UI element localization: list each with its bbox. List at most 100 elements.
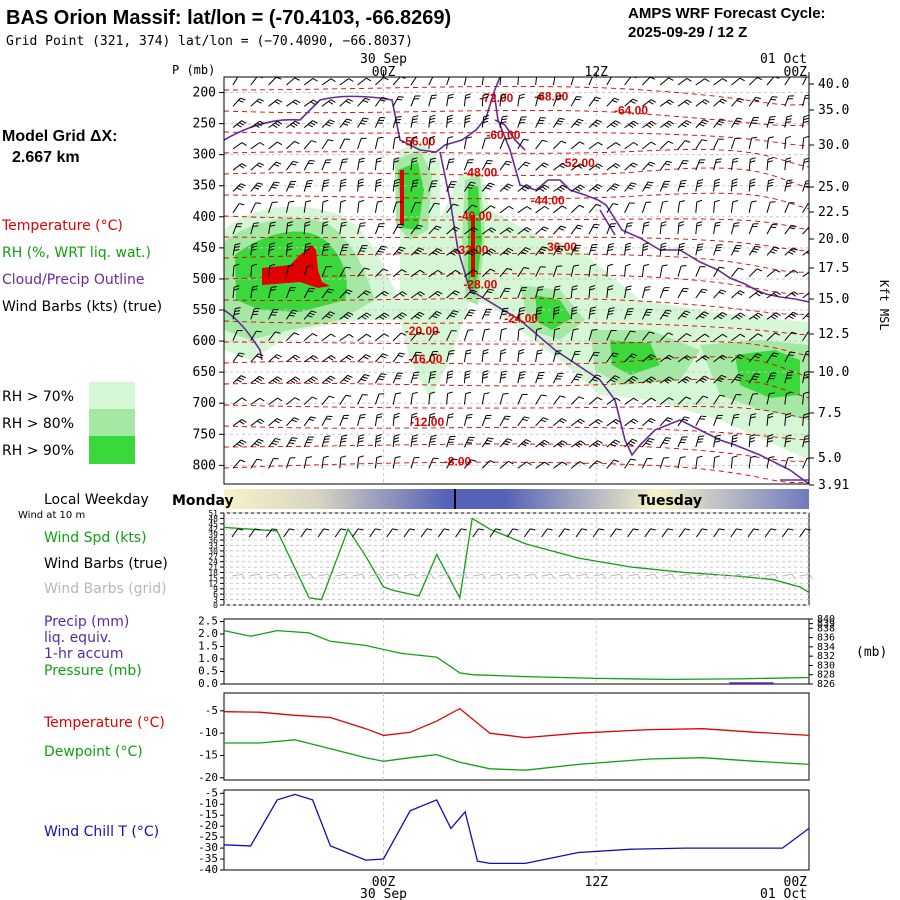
- panel2-tick-5: 2.5: [198, 615, 218, 628]
- panel4-tick-1: -10: [198, 797, 218, 810]
- wind-barb: [748, 373, 761, 384]
- kft-tick-2: 30.0: [818, 138, 849, 153]
- kft-tick-0: 40.0: [818, 77, 849, 92]
- wind-barb: [392, 246, 406, 256]
- wind-barb: [250, 418, 265, 427]
- wind-barb: [766, 412, 774, 426]
- wind-barb: [374, 96, 388, 107]
- wind-barb: [232, 223, 243, 235]
- wind-barb: [535, 286, 544, 299]
- wind-barb: [481, 288, 494, 299]
- isotherm-12: [224, 340, 809, 357]
- wind-barb: [677, 355, 692, 363]
- wind-barb: [659, 221, 667, 235]
- surface-wind-barb-true: [351, 528, 364, 538]
- isotherm-17: [224, 443, 809, 462]
- wind-barb: [766, 456, 775, 469]
- wind-barb: [624, 308, 634, 320]
- wind-barb: [642, 354, 656, 363]
- wind-barb: [517, 327, 525, 341]
- wind-barb: [766, 332, 781, 341]
- surface-wind-barb-grid: [249, 573, 263, 580]
- wind-barb: [784, 331, 798, 341]
- wind-barb: [268, 161, 282, 171]
- precip-liq-label: liq. equiv.: [44, 630, 111, 646]
- wind-barb: [659, 120, 674, 129]
- wind-barb: [428, 457, 439, 469]
- wind-barb: [517, 247, 531, 256]
- wind-barb: [428, 435, 437, 448]
- wind-barb: [428, 370, 437, 384]
- temperature-label-8: -40.00: [458, 209, 492, 223]
- wind-barb: [588, 96, 601, 107]
- wind-barb: [463, 329, 474, 341]
- wind-barb: [499, 77, 502, 86]
- wind-barb: [250, 330, 262, 341]
- wind-barb: [553, 418, 567, 427]
- wind-barb: [570, 306, 578, 320]
- wind-barb: [535, 117, 546, 128]
- wind-barb: [713, 414, 723, 426]
- wind-barb: [641, 286, 651, 299]
- wind-barb: [339, 455, 347, 469]
- wind-barb: [339, 289, 353, 299]
- surface-wind-barb-true: [403, 528, 416, 538]
- wind-barb: [748, 77, 763, 86]
- wind-barb: [286, 120, 301, 129]
- surface-wind-barb-true: [558, 528, 570, 538]
- surface-wind-barb-grid: [524, 573, 538, 580]
- temperature-label-9: -36.00: [543, 240, 577, 254]
- wind-barb: [552, 77, 556, 86]
- panel4-tick-3: -20: [198, 819, 218, 832]
- wind-barb: [535, 246, 548, 256]
- panel1-tick-12: 36: [208, 536, 218, 545]
- wind-barb: [659, 140, 674, 150]
- wind-barb: [410, 224, 423, 235]
- wind-barb: [357, 200, 365, 213]
- temp2-label: Temperature (°C): [43, 715, 165, 731]
- wind-barb: [570, 163, 585, 171]
- wind-barb: [375, 290, 390, 299]
- surface-wind-barb-true: [781, 528, 794, 538]
- wind-barb: [268, 99, 283, 107]
- wind-barb: [748, 245, 761, 256]
- panel3-series-1: [224, 739, 810, 771]
- wind-barb: [232, 285, 240, 299]
- wind-barb: [481, 182, 495, 192]
- wind-barb: [552, 95, 563, 107]
- precip-mark-lower: [471, 215, 475, 277]
- rh90-label: RH > 90%: [2, 443, 74, 459]
- wind-barb: [730, 200, 739, 213]
- wind-barb: [731, 290, 745, 299]
- panel2-tick-1: 0.5: [198, 665, 218, 678]
- wind-barb: [446, 413, 454, 426]
- wind-barb: [553, 461, 568, 469]
- wind-barb: [446, 181, 457, 192]
- wind-barb: [695, 455, 703, 469]
- panel3-tick-2: -15: [198, 748, 218, 761]
- top-tick-time-2: 00Z: [784, 65, 808, 80]
- wind-barb: [250, 222, 259, 235]
- wind-barb: [410, 391, 418, 405]
- wind-barb: [784, 95, 795, 107]
- wind-barb: [303, 160, 315, 171]
- wind-barb: [410, 412, 418, 426]
- wind-barb: [303, 200, 312, 213]
- panel1-tick-11: 33: [208, 541, 218, 550]
- wind-barb: [642, 331, 655, 341]
- wind-barb: [232, 120, 247, 128]
- surface-wind-barb-grid: [627, 573, 641, 580]
- panel4-tick-0: -5: [205, 786, 218, 799]
- wind-barb: [677, 376, 692, 384]
- wind-barb: [784, 115, 793, 128]
- wind-barb: [748, 353, 762, 363]
- wind-barb: [250, 182, 263, 192]
- wind-barb: [624, 353, 638, 363]
- wind-barb: [285, 309, 298, 320]
- wind-barb: [339, 199, 347, 213]
- wind-barb: [285, 457, 296, 469]
- wind-barb: [428, 157, 436, 171]
- wind-barb: [428, 330, 441, 341]
- isotherm-6: [224, 215, 809, 231]
- cloud-precip-outline: [224, 77, 809, 484]
